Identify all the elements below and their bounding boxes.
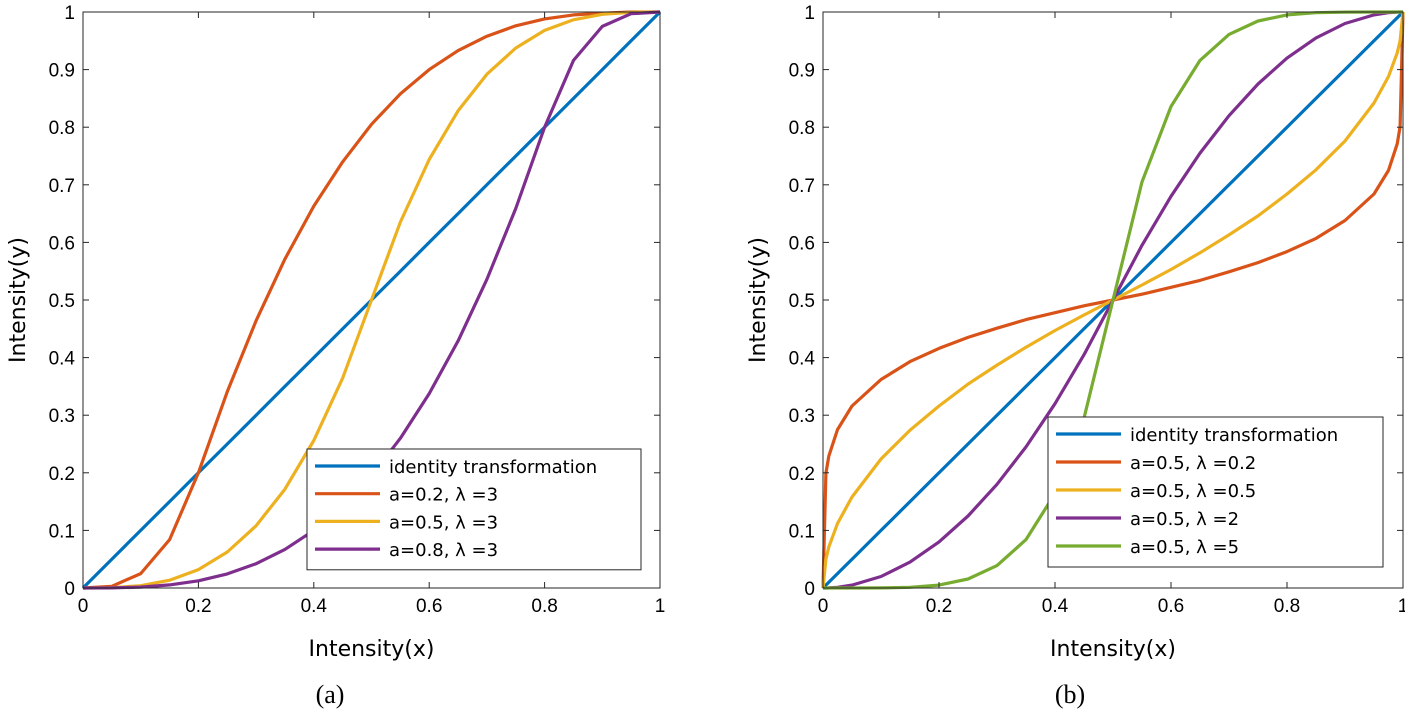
y-tick-label: 0.6	[49, 233, 75, 254]
x-tick-label: 0	[818, 596, 829, 617]
x-tick-label: 1	[655, 596, 666, 617]
x-tick-label: 0.8	[1274, 596, 1300, 617]
panel-caption: (a)	[316, 680, 345, 709]
y-tick-label: 1	[804, 3, 815, 24]
series-line	[82, 10, 660, 590]
y-tick-label: 0.5	[49, 291, 75, 312]
y-tick-label: 0.3	[49, 406, 75, 427]
y-axis-label: Intensity(y)	[746, 237, 771, 363]
legend-label: identity transformation	[1130, 425, 1338, 446]
series-line	[82, 10, 661, 590]
y-tick-label: 0.4	[789, 349, 816, 370]
legend-label: a=0.5, λ =0.2	[1130, 453, 1256, 474]
y-tick-label: 0	[804, 579, 815, 600]
y-tick-label: 0.2	[49, 464, 75, 485]
legend-box	[1047, 416, 1384, 568]
y-tick-label: 0.7	[49, 176, 75, 197]
legend-label: a=0.5, λ =2	[1130, 509, 1239, 530]
x-tick-label: 0.4	[1042, 596, 1069, 617]
panel-caption: (b)	[1055, 680, 1085, 709]
legend: identity transformation a=0.5, λ =0.2 a=0.…	[1047, 416, 1384, 568]
x-tick-label: 1	[1398, 596, 1405, 617]
y-tick-label: 0.1	[789, 521, 815, 542]
chart-panel-b: 0 0.2 0.4 0.6 0.8 1 0 0.1 0.2 0.3 0.4 0.5 0.6 0.7 0.8 0…	[746, 3, 1405, 709]
y-tick-label: 0.7	[789, 176, 815, 197]
y-tick-label: 0	[64, 579, 75, 600]
x-tick-label: 0.8	[531, 596, 557, 617]
legend-label: a=0.2, λ =3	[389, 485, 498, 506]
y-tick-label: 0.8	[49, 118, 75, 139]
y-tick-label: 0.3	[789, 406, 815, 427]
legend: identity transformation a=0.2, λ =3 a=0.5,…	[306, 448, 642, 571]
y-tick-label: 0.8	[789, 118, 815, 139]
y-tick-label: 0.5	[789, 291, 815, 312]
x-axis-label: Intensity(x)	[1050, 637, 1176, 662]
y-tick-label: 0.9	[49, 61, 75, 82]
chart-panel-a: 0 0.2 0.4 0.6 0.8 1 0 0.1 0.2 0.3 0.4 0.5 0.6 0.7 0.8 0…	[6, 3, 665, 709]
y-tick-label: 0.1	[49, 521, 75, 542]
legend-label: a=0.5, λ =3	[389, 512, 498, 533]
legend-label: identity transformation	[389, 457, 597, 478]
y-tick-label: 0.4	[49, 349, 76, 370]
x-tick-label: 0.2	[926, 596, 952, 617]
y-tick-label: 0.9	[789, 61, 815, 82]
y-axis-label: Intensity(y)	[6, 237, 31, 363]
y-tick-label: 1	[64, 3, 75, 24]
x-tick-label: 0.6	[1158, 596, 1184, 617]
legend-label: a=0.5, λ =5	[1130, 537, 1239, 558]
y-tick-label: 0.6	[789, 233, 815, 254]
x-axis-label: Intensity(x)	[309, 637, 435, 662]
y-tick-label: 0.2	[789, 464, 815, 485]
legend-label: a=0.8, λ =3	[389, 540, 498, 561]
legend-label: a=0.5, λ =0.5	[1130, 481, 1256, 502]
x-tick-label: 0.2	[185, 596, 211, 617]
x-tick-label: 0.6	[416, 596, 442, 617]
x-tick-label: 0.4	[301, 596, 328, 617]
x-tick-label: 0	[78, 596, 89, 617]
